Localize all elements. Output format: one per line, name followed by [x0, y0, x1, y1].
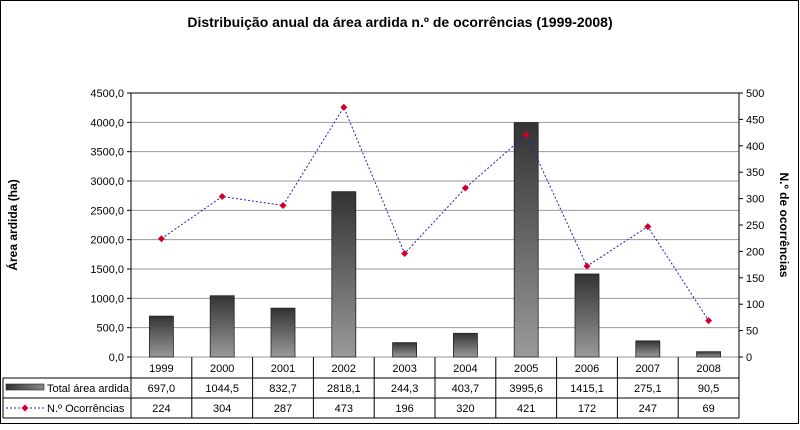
line-data-label: 69: [702, 403, 714, 415]
y2-tick-label: 450: [746, 114, 764, 126]
y2-tick-label: 350: [746, 167, 764, 179]
series-line: [161, 106, 710, 321]
y2-tick-label: 400: [746, 141, 764, 153]
chart-title: Distribuição anual da área ardida n.º de…: [187, 14, 612, 30]
line-marker: [218, 192, 226, 200]
y2-tick-label: 100: [746, 299, 764, 311]
x-tick-label: 2002: [332, 363, 356, 375]
y2-tick-label: 0: [746, 352, 752, 364]
x-tick-label: 1999: [149, 363, 173, 375]
bar: [452, 332, 478, 358]
y-tick-label: 1500,0: [90, 264, 124, 276]
bar: [392, 342, 418, 358]
line-marker: [157, 235, 165, 243]
x-tick-label: 2008: [696, 363, 720, 375]
line-data-label: 247: [639, 403, 657, 415]
line-marker: [705, 317, 713, 325]
x-tick-label: 2005: [514, 363, 538, 375]
line-data-label: 172: [578, 403, 596, 415]
bar-data-label: 3995,6: [509, 383, 543, 395]
y-tick-label: 3500,0: [90, 147, 124, 159]
y-tick-label: 500,0: [96, 323, 124, 335]
bar: [209, 295, 235, 358]
y2-tick-label: 50: [746, 326, 758, 338]
bar: [574, 273, 600, 358]
legend-bar-swatch: [5, 383, 45, 391]
y-tick-label: 4500,0: [90, 88, 124, 100]
bar-data-label: 697,0: [148, 383, 176, 395]
legend-line-marker: [21, 404, 29, 412]
line-marker: [583, 262, 591, 270]
y2-tick-label: 500: [746, 88, 764, 100]
line-marker: [279, 201, 287, 209]
bar-data-label: 1415,1: [570, 383, 604, 395]
x-tick-label: 2006: [575, 363, 599, 375]
x-tick-label: 2007: [636, 363, 660, 375]
y-axis-label: Área ardida (ha): [5, 179, 20, 270]
line-data-label: 224: [152, 403, 170, 415]
line-data-label: 287: [274, 403, 292, 415]
line-data-label: 473: [335, 403, 353, 415]
bar-data-label: 832,7: [269, 383, 297, 395]
y-tick-label: 3000,0: [90, 176, 124, 188]
x-tick-label: 2004: [453, 363, 477, 375]
bar-data-label: 403,7: [452, 383, 480, 395]
bar: [635, 340, 661, 358]
y-tick-label: 2000,0: [90, 235, 124, 247]
bar-data-label: 1044,5: [205, 383, 239, 395]
line-marker: [522, 131, 530, 139]
line-data-label: 304: [213, 403, 231, 415]
bar: [270, 307, 296, 358]
x-tick-label: 2001: [271, 363, 295, 375]
line-data-label: 196: [395, 403, 413, 415]
legend-bar-label: Total área ardida: [47, 383, 130, 395]
y-tick-label: 1000,0: [90, 293, 124, 305]
y2-axis-label: N.º de ocorrências: [777, 172, 791, 277]
bar-data-label: 244,3: [391, 383, 419, 395]
y2-tick-label: 300: [746, 194, 764, 206]
y-tick-label: 4000,0: [90, 117, 124, 129]
bar: [148, 315, 174, 358]
y2-tick-label: 150: [746, 273, 764, 285]
y-tick-label: 0,0: [109, 352, 124, 364]
line-data-label: 421: [517, 403, 535, 415]
y2-tick-label: 200: [746, 246, 764, 258]
bar: [513, 122, 539, 358]
bar-data-label: 90,5: [698, 383, 719, 395]
y2-tick-label: 250: [746, 220, 764, 232]
x-tick-label: 2003: [392, 363, 416, 375]
y-tick-label: 2500,0: [90, 205, 124, 217]
bar: [696, 351, 721, 358]
legend-line-label: N.º Ocorrências: [47, 403, 125, 415]
line-marker: [401, 250, 409, 258]
line-marker: [461, 184, 469, 192]
bar-data-label: 275,1: [634, 383, 662, 395]
line-marker: [644, 223, 652, 231]
bar: [331, 191, 357, 358]
line-marker: [340, 103, 348, 111]
x-tick-label: 2000: [210, 363, 234, 375]
line-data-label: 320: [456, 403, 474, 415]
bar-data-label: 2818,1: [327, 383, 361, 395]
